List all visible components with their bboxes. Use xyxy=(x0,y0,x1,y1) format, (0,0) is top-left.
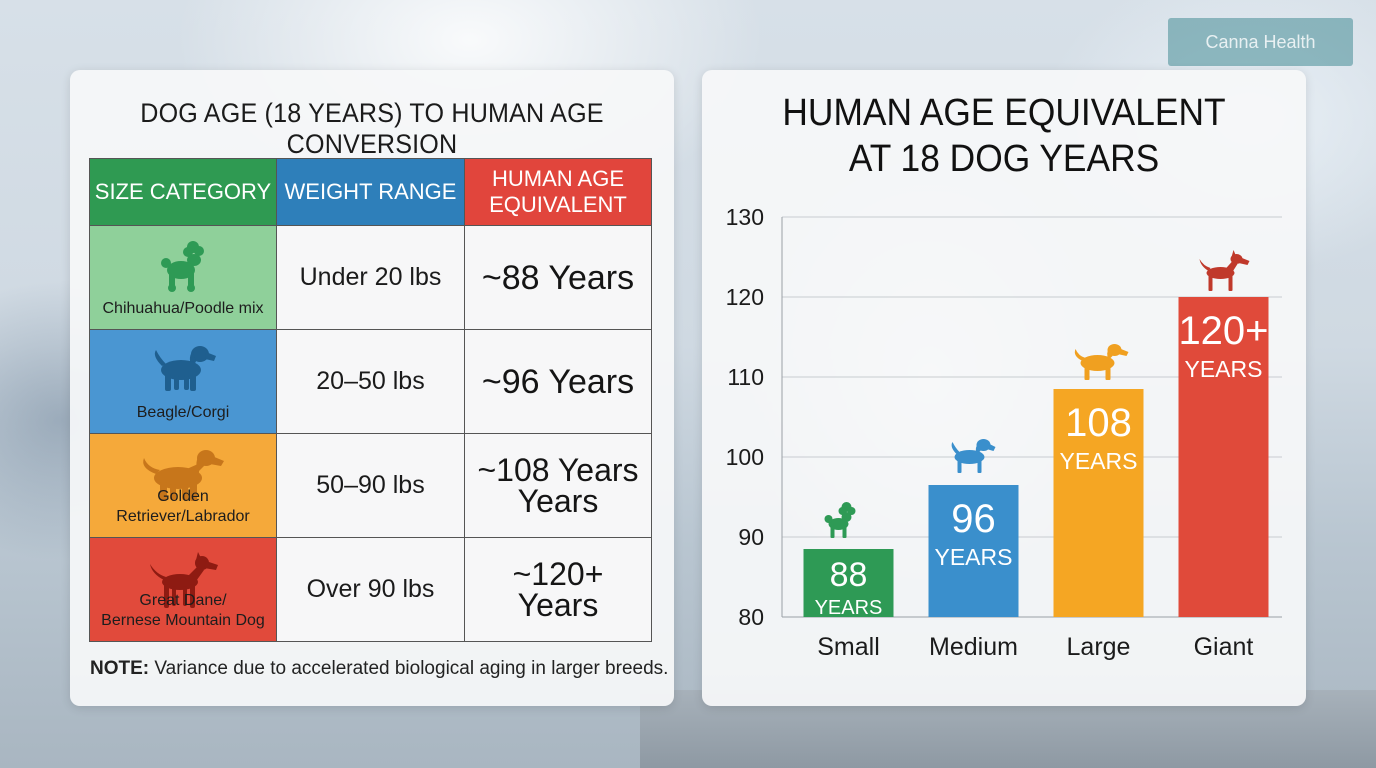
conversion-table-card: DOG AGE (18 YEARS) TO HUMAN AGE CONVERSI… xyxy=(70,70,674,706)
note-text: Variance due to accelerated biological a… xyxy=(149,658,669,679)
bar-value-label: 120+ xyxy=(1178,309,1268,353)
beagle-icon xyxy=(951,439,996,473)
header-weight-range: WEIGHT RANGE xyxy=(276,158,465,226)
weight-cell: 50–90 lbs xyxy=(276,433,465,538)
bar-unit-label: YEARS xyxy=(815,597,883,619)
human-age-cell: ~120+ Years xyxy=(464,537,652,642)
x-tick-label: Giant xyxy=(1194,633,1254,661)
weight-cell: 20–50 lbs xyxy=(276,329,465,434)
size-cell-medium: Beagle/Corgi xyxy=(89,329,277,434)
chart-title-line2: AT 18 DOG YEARS xyxy=(848,138,1160,180)
y-tick-label: 110 xyxy=(727,364,764,390)
chart-title: HUMAN AGE EQUIVALENT AT 18 DOG YEARS xyxy=(723,90,1285,182)
bar-unit-label: YEARS xyxy=(935,544,1013,570)
bar-large xyxy=(1053,389,1144,617)
x-tick-label: Large xyxy=(1067,633,1131,661)
bar-giant xyxy=(1178,297,1269,617)
x-tick-label: Small xyxy=(817,633,880,661)
chart-title-line1: HUMAN AGE EQUIVALENT xyxy=(782,92,1226,134)
table-row: Golden Retriever/Labrador 50–90 lbs ~108… xyxy=(89,433,652,538)
y-tick-label: 100 xyxy=(726,444,764,470)
y-tick-label: 130 xyxy=(726,204,764,230)
bar-value-label: 108 xyxy=(1065,401,1132,445)
header-human-age-line1: HUMAN AGE xyxy=(491,166,625,191)
background-sign: Canna Health xyxy=(1168,18,1353,66)
header-size-category: SIZE CATEGORY xyxy=(89,158,277,226)
breed-label: Golden Retriever/Labrador xyxy=(116,488,250,525)
breed-label-line1: Great Dane/ xyxy=(139,592,227,609)
table-row: Chihuahua/Poodle mix Under 20 lbs ~88 Ye… xyxy=(89,225,652,330)
human-age-line1: ~108 Years xyxy=(477,451,639,488)
human-age-cell: ~96 Years xyxy=(464,329,652,434)
poodle-icon xyxy=(824,502,856,538)
breed-label-line2: Bernese Mountain Dog xyxy=(101,612,265,629)
note-label: NOTE: xyxy=(90,658,150,679)
great-dane-icon xyxy=(1199,250,1250,291)
y-tick-label: 90 xyxy=(738,524,764,550)
human-age-cell: ~108 Years Years xyxy=(464,433,652,538)
header-human-age-line2: EQUIVALENT xyxy=(489,192,627,217)
breed-label: Beagle/Corgi xyxy=(136,404,230,421)
human-age-line2: Years xyxy=(517,482,599,519)
y-tick-label: 80 xyxy=(738,604,764,630)
beagle-icon xyxy=(154,346,216,391)
header-human-age: HUMAN AGE EQUIVALENT xyxy=(464,158,652,226)
great-dane-icon xyxy=(150,552,218,608)
y-tick-label: 120 xyxy=(726,284,764,310)
poodle-icon xyxy=(161,241,204,292)
human-age-line1: ~120+ xyxy=(512,555,604,592)
x-tick-label: Medium xyxy=(929,633,1018,661)
retriever-icon xyxy=(143,450,224,501)
weight-cell: Under 20 lbs xyxy=(276,225,465,330)
table-row: Beagle/Corgi 20–50 lbs ~96 Years xyxy=(89,329,652,434)
chart-card: HUMAN AGE EQUIVALENT AT 18 DOG YEARS 80 9… xyxy=(702,70,1306,706)
size-cell-large: Golden Retriever/Labrador xyxy=(89,433,277,538)
bar-value-label: 96 xyxy=(951,497,996,541)
human-age-line2: Years xyxy=(517,586,599,623)
retriever-icon xyxy=(1074,344,1129,380)
table-row: Great Dane/ Bernese Mountain Dog Over 90… xyxy=(89,537,652,642)
conversion-table: SIZE CATEGORY WEIGHT RANGE HUMAN AGE EQU… xyxy=(89,158,652,642)
bar-chart: 80 90 100 110 120 130 88 YEARS Small 96 YEARS Mediu… xyxy=(726,204,1282,661)
size-cell-giant: Great Dane/ Bernese Mountain Dog xyxy=(89,537,277,642)
table-header-row: SIZE CATEGORY WEIGHT RANGE HUMAN AGE EQU… xyxy=(89,158,652,226)
bar-unit-label: YEARS xyxy=(1185,356,1263,382)
bar-medium xyxy=(928,485,1019,617)
table-title: DOG AGE (18 YEARS) TO HUMAN AGE CONVERSI… xyxy=(140,98,604,159)
breed-label: Great Dane/ Bernese Mountain Dog xyxy=(90,591,276,631)
bar-small xyxy=(803,549,894,617)
weight-cell: Over 90 lbs xyxy=(276,537,465,642)
table-note: NOTE: Variance due to accelerated biolog… xyxy=(90,658,668,680)
bar-value-label: 88 xyxy=(830,556,868,594)
breed-label: Chihuahua/Poodle mix xyxy=(102,300,264,317)
size-cell-small: Chihuahua/Poodle mix xyxy=(89,225,277,330)
human-age-cell: ~88 Years xyxy=(464,225,652,330)
bar-unit-label: YEARS xyxy=(1060,448,1138,474)
